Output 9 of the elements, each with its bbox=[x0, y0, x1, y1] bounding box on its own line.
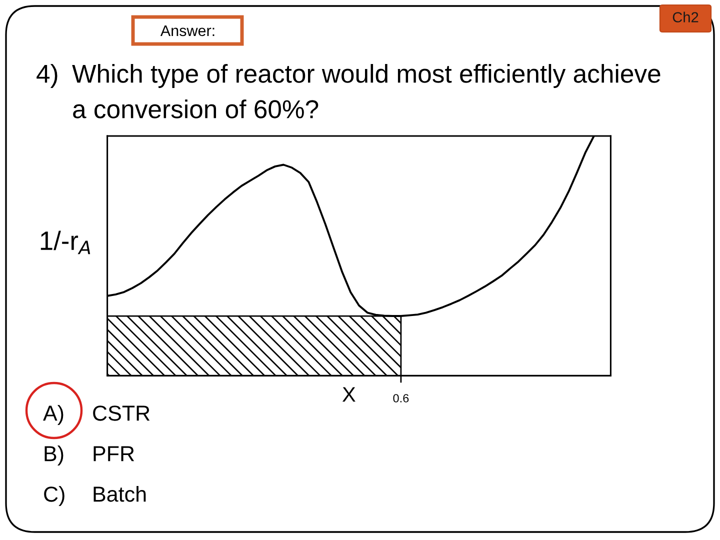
text: Ch2 bbox=[672, 12, 698, 22]
text: Answer: bbox=[160, 25, 214, 36]
y-axis-title: 1/-r$_{A}$ bbox=[40, 230, 90, 254]
chart-title: 4) Which type of reactor would most efficiently achieve a conversion of 60%? bbox=[36, 64, 660, 118]
text: C) Batch bbox=[44, 486, 146, 506]
text: 0.6 bbox=[393, 394, 409, 402]
text: B) PFR bbox=[44, 446, 134, 466]
text: A) CSTR bbox=[43, 405, 150, 426]
x-axis-title: X bbox=[342, 387, 356, 402]
